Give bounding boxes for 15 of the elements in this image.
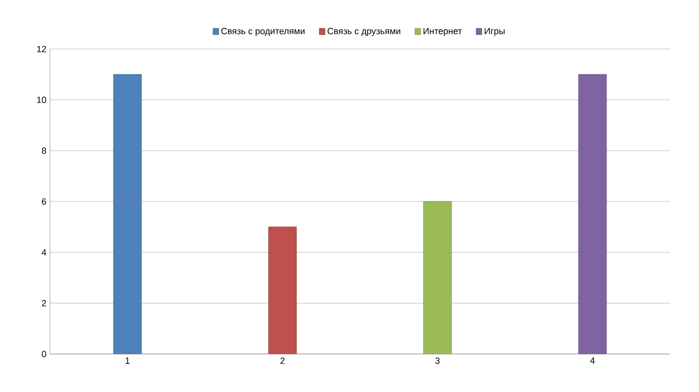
- y-tick-label: 6: [42, 198, 46, 205]
- legend-label: Интернет: [424, 28, 462, 36]
- y-tick-label: 4: [42, 249, 46, 256]
- legend-label: Связь с друзьями: [328, 28, 400, 36]
- x-tick-label: 2: [280, 358, 285, 364]
- y-tick-label: 2: [42, 300, 46, 306]
- y-tick-label: 0: [42, 350, 46, 358]
- x-tick-label: 4: [590, 358, 595, 364]
- y-tick-label: 12: [37, 46, 46, 52]
- legend-label: Связь с родителями: [221, 28, 304, 36]
- x-tick-label: 3: [435, 358, 440, 364]
- y-tick-label: 10: [37, 96, 46, 104]
- y-tick-label: 8: [42, 147, 46, 154]
- x-tick-label: 1: [126, 358, 130, 364]
- legend-label: Игры: [484, 28, 505, 36]
